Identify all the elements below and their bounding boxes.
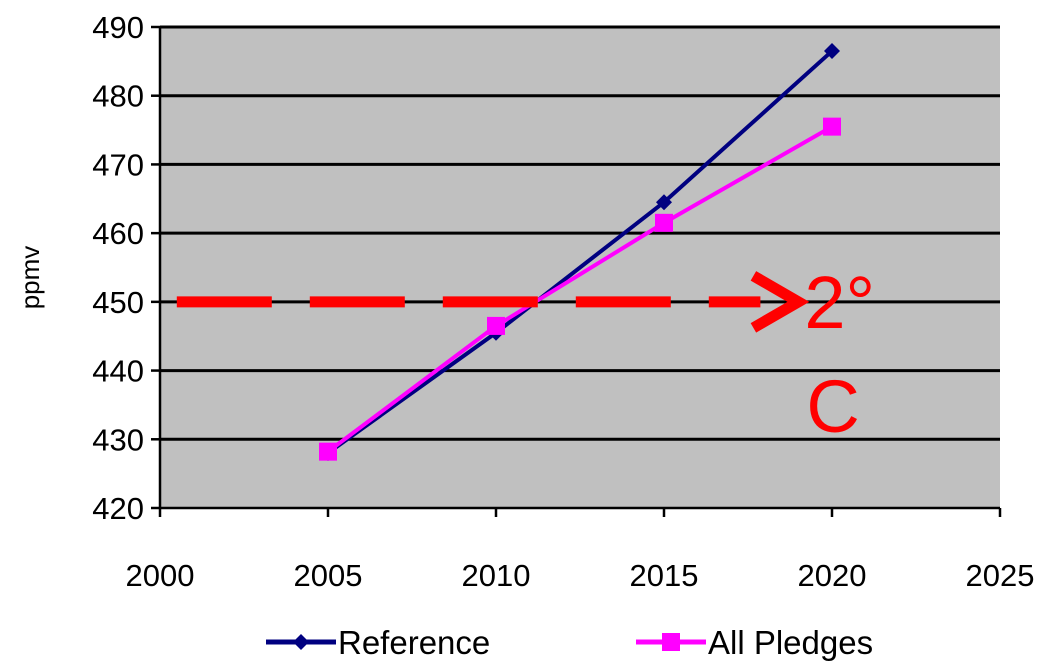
legend-item-all-pledges: All Pledges (636, 624, 873, 661)
x-tick-label-2010: 2010 (462, 558, 531, 593)
data-point-1-2010 (487, 316, 505, 335)
legend-marker-1 (662, 633, 680, 651)
y-tick-label-440: 440 (92, 354, 144, 389)
y-tick-label-420: 420 (92, 491, 144, 526)
y-tick-label-470: 470 (92, 147, 144, 182)
x-tick-label-2015: 2015 (630, 558, 699, 593)
x-tick-label-2020: 2020 (798, 558, 867, 593)
y-tick-label-430: 430 (92, 422, 144, 457)
data-point-0-2020 (824, 43, 840, 60)
y-tick-label-460: 460 (92, 216, 144, 251)
series-all-pledges (319, 117, 841, 461)
data-point-0-2015 (656, 194, 672, 211)
y-axis-title: ppmv (15, 246, 45, 310)
series-layer (319, 43, 841, 462)
data-point-1-2005 (319, 442, 337, 461)
x-tick-label-2005: 2005 (294, 558, 363, 593)
threshold-label-line-2: C (806, 365, 859, 448)
series-line-1 (326, 124, 833, 454)
y-tick-label-480: 480 (92, 79, 144, 114)
axes (151, 25, 1002, 517)
series-line-0 (326, 49, 834, 455)
legend-label-1: All Pledges (708, 624, 873, 661)
y-tick-label-450: 450 (92, 285, 144, 320)
legend-marker-0 (293, 634, 309, 650)
y-tick-labels: 420 430 440 450 460 470 480 490 (92, 10, 144, 526)
arrow-head-icon (750, 271, 810, 333)
y-tick-label-490: 490 (92, 10, 144, 45)
x-tick-labels: 2000 2005 2010 2015 2020 2025 (126, 558, 1035, 593)
legend: Reference All Pledges (266, 624, 873, 661)
threshold-label-line-1: 2° (804, 261, 875, 344)
x-tick-label-2000: 2000 (126, 558, 195, 593)
annotation-layer: 2° C (176, 261, 875, 448)
data-point-1-2020 (823, 117, 841, 136)
data-point-1-2015 (655, 213, 673, 232)
legend-item-reference: Reference (266, 624, 490, 661)
x-tick-label-2025: 2025 (966, 558, 1035, 593)
legend-label-0: Reference (338, 624, 490, 661)
